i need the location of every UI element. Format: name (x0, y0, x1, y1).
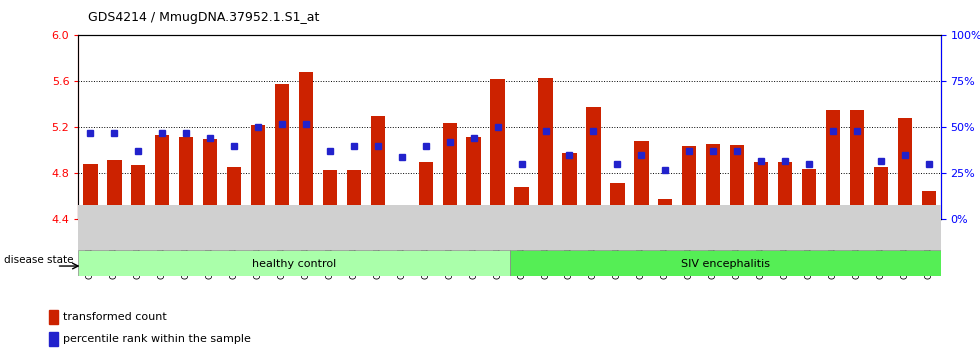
Bar (466, 137, 481, 219)
Bar (538, 78, 553, 219)
Bar (274, 84, 289, 219)
Bar (490, 79, 505, 219)
Bar (558, 205, 581, 250)
Bar (606, 205, 629, 250)
Bar (395, 213, 409, 219)
Bar (49, 332, 58, 346)
Bar (510, 250, 941, 276)
Bar (845, 205, 869, 250)
Bar (510, 205, 533, 250)
Bar (754, 162, 768, 219)
Bar (299, 72, 314, 219)
Bar (390, 205, 414, 250)
Bar (270, 205, 294, 250)
Bar (78, 205, 102, 250)
Bar (198, 205, 222, 250)
Bar (802, 169, 816, 219)
Bar (826, 110, 840, 219)
Bar (702, 205, 725, 250)
Text: GDS4214 / MmugDNA.37952.1.S1_at: GDS4214 / MmugDNA.37952.1.S1_at (88, 11, 319, 24)
Bar (462, 205, 486, 250)
Bar (150, 205, 174, 250)
Bar (730, 145, 745, 219)
Bar (654, 205, 677, 250)
Bar (366, 205, 390, 250)
Bar (898, 118, 912, 219)
Bar (222, 205, 246, 250)
Bar (581, 205, 606, 250)
Bar (677, 205, 702, 250)
Bar (682, 146, 697, 219)
Bar (869, 205, 893, 250)
Bar (107, 160, 122, 219)
Bar (347, 170, 361, 219)
Bar (563, 153, 576, 219)
Bar (342, 205, 366, 250)
Bar (318, 205, 342, 250)
Bar (921, 191, 936, 219)
Bar (749, 205, 773, 250)
Bar (370, 116, 385, 219)
Bar (131, 165, 145, 219)
Bar (629, 205, 654, 250)
Text: healthy control: healthy control (252, 259, 336, 269)
Bar (83, 164, 98, 219)
Bar (533, 205, 558, 250)
Bar (778, 162, 792, 219)
Bar (611, 183, 624, 219)
Bar (725, 205, 749, 250)
Bar (414, 205, 438, 250)
Text: percentile rank within the sample: percentile rank within the sample (63, 334, 251, 344)
Bar (917, 205, 941, 250)
Bar (179, 137, 193, 219)
Bar (893, 205, 917, 250)
Bar (294, 205, 318, 250)
Bar (102, 205, 126, 250)
Bar (203, 139, 218, 219)
Bar (850, 110, 864, 219)
Bar (174, 205, 198, 250)
Bar (126, 205, 150, 250)
Bar (659, 199, 672, 219)
Bar (418, 162, 433, 219)
Text: disease state: disease state (4, 255, 74, 265)
Bar (322, 170, 337, 219)
Bar (155, 136, 170, 219)
Bar (438, 205, 462, 250)
Bar (706, 144, 720, 219)
Text: transformed count: transformed count (63, 312, 167, 322)
Text: SIV encephalitis: SIV encephalitis (681, 259, 769, 269)
Bar (773, 205, 797, 250)
Bar (634, 141, 649, 219)
Bar (246, 205, 270, 250)
Bar (78, 250, 510, 276)
Bar (227, 167, 241, 219)
Bar (586, 107, 601, 219)
Bar (49, 310, 58, 324)
Bar (486, 205, 510, 250)
Bar (821, 205, 845, 250)
Bar (443, 123, 457, 219)
Bar (514, 187, 529, 219)
Bar (797, 205, 821, 250)
Bar (251, 125, 266, 219)
Bar (874, 167, 888, 219)
